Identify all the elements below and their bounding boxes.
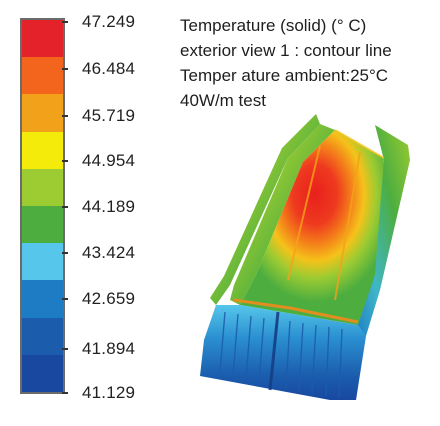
tick-value: 45.719	[82, 106, 136, 125]
colorbar-band	[22, 94, 63, 132]
colorbar-band	[22, 206, 63, 244]
simulation-caption: Temperature (solid) (° C) exterior view …	[180, 13, 435, 113]
tick-value: 43.424	[82, 243, 136, 262]
heatsink-contour-image	[200, 114, 410, 400]
caption-title: Temperature (solid) (° C)	[180, 16, 367, 35]
tick-value: 47.249	[82, 12, 136, 31]
colorbar-band	[22, 57, 63, 95]
colorbar-tick: 43.424	[62, 243, 135, 263]
caption-ambient: Temper ature ambient:25°C	[180, 66, 389, 85]
colorbar-tick: 47.249	[62, 12, 135, 32]
colorbar-band	[22, 317, 63, 355]
hot-base-plate	[240, 130, 384, 325]
lower-fins	[200, 305, 366, 400]
colorbar-tick: 44.189	[62, 197, 135, 217]
tick-value: 42.659	[82, 289, 136, 308]
left-fin	[230, 124, 335, 305]
colorbar-band	[22, 280, 63, 318]
colorbar-band	[22, 243, 63, 281]
colorbar-band	[22, 131, 63, 169]
caption-view: exterior view 1 : contour line	[180, 41, 392, 60]
colorbar-tick: 44.954	[62, 151, 135, 171]
tick-value: 44.189	[82, 197, 136, 216]
colorbar-tick-labels: 47.249 46.484 45.719 44.954 44.189 43.42…	[62, 0, 162, 426]
tick-value: 41.894	[82, 339, 136, 358]
tick-value: 46.484	[82, 59, 136, 78]
temperature-colorbar	[20, 18, 65, 394]
colorbar-tick: 41.129	[62, 383, 135, 403]
colorbar-tick: 41.894	[62, 339, 135, 359]
left-flange	[210, 114, 320, 305]
colorbar-band	[22, 354, 63, 393]
colorbar-tick: 45.719	[62, 106, 135, 126]
colorbar-band	[22, 168, 63, 207]
tick-value: 44.954	[82, 151, 136, 170]
tick-value: 41.129	[82, 383, 136, 402]
colorbar-tick: 42.659	[62, 289, 135, 309]
colorbar-tick: 46.484	[62, 59, 135, 79]
caption-test: 40W/m test	[180, 91, 266, 110]
colorbar-band	[22, 20, 63, 58]
